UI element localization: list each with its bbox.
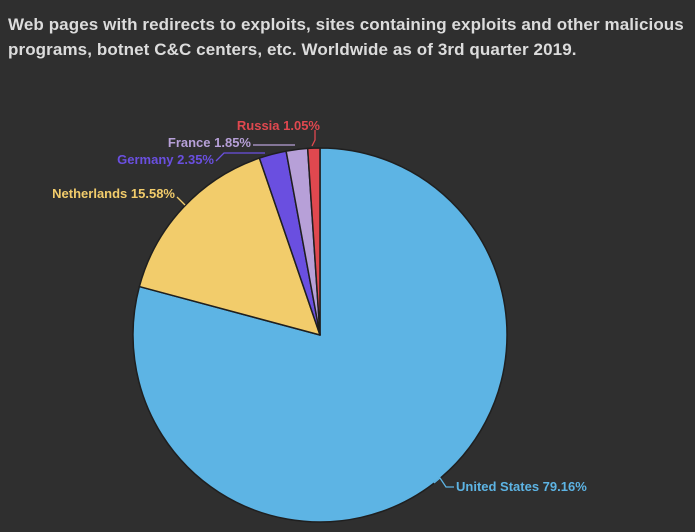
pie-slice-russia bbox=[306, 147, 321, 336]
slice-label-netherlands: Netherlands 15.58% bbox=[52, 186, 175, 201]
leader-line-netherlands bbox=[176, 196, 186, 206]
slice-label-germany: Germany 2.35% bbox=[117, 152, 214, 167]
pie-leader-lines bbox=[176, 130, 454, 488]
leader-line-germany bbox=[215, 152, 265, 162]
chart-title: Web pages with redirects to exploits, si… bbox=[8, 15, 684, 59]
slice-label-france: France 1.85% bbox=[168, 135, 252, 150]
pie-slices bbox=[132, 147, 508, 523]
pie-slice-netherlands bbox=[138, 157, 321, 336]
slice-label-russia: Russia 1.05% bbox=[237, 118, 321, 133]
pie-labels: United States 79.16% Netherlands 15.58% Ge… bbox=[52, 118, 587, 494]
slice-label-united-states: United States 79.16% bbox=[456, 479, 587, 494]
leader-line-united-states bbox=[433, 477, 454, 488]
leader-line-russia bbox=[311, 130, 316, 147]
